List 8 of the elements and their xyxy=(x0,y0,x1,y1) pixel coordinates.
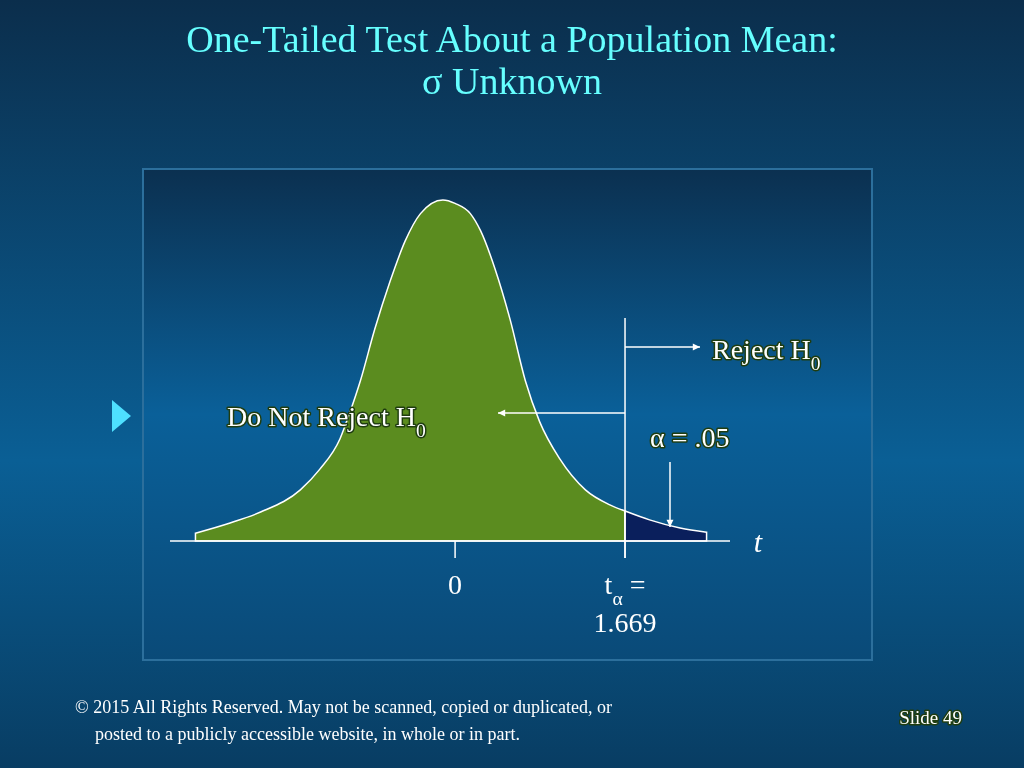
x-tick-label: t$_{α}$ = 1.669 xyxy=(593,569,657,638)
text: © 2015 All Rights Reserved. May not be scanned, copied or duplicated, or posted to a publicly accessible website, in whole or in part. xyxy=(75,697,613,744)
annotation: Reject H$_{0}$ xyxy=(712,334,821,374)
x-tick-label: 0 xyxy=(448,569,463,600)
chart-title: One-Tailed Test About a Population Mean: σ Unknown xyxy=(186,18,838,102)
annotation: α = .05 xyxy=(650,422,730,453)
text: Slide 49 xyxy=(899,707,962,728)
x-axis-title: t xyxy=(753,525,763,558)
